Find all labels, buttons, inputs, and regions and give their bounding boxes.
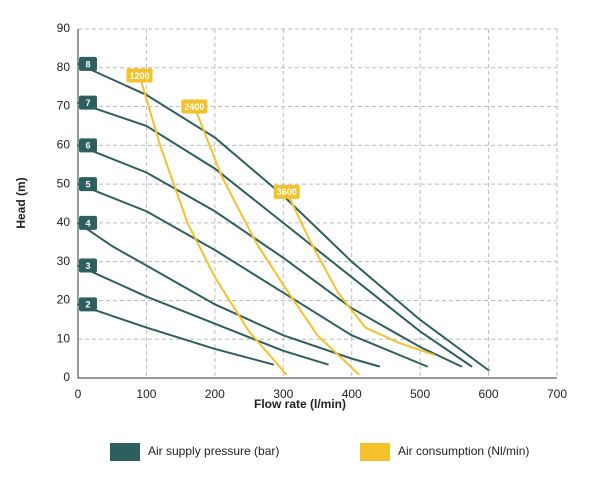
curve [193, 105, 360, 376]
curve-tag-box [273, 184, 300, 199]
curve [77, 101, 473, 368]
curve-tag: 3 [85, 261, 90, 271]
curve-tag: 5 [85, 179, 90, 189]
y-tick-label: 50 [57, 176, 71, 190]
x-tick-label: 600 [479, 387, 499, 401]
y-tick-label: 20 [57, 293, 71, 307]
y-tick-label: 40 [57, 215, 71, 229]
curve-tag: 8 [85, 59, 90, 69]
y-tick-label: 30 [57, 254, 71, 268]
curve-tag: 3600 [277, 187, 297, 197]
x-tick-label: 100 [136, 387, 156, 401]
curve-tag: 2 [85, 300, 90, 310]
legend-swatch [110, 443, 140, 461]
curve-tag-box [79, 56, 97, 71]
curve-tag-box [79, 177, 97, 192]
y-tick-label: 90 [57, 21, 71, 35]
curve [77, 264, 329, 366]
x-tick-label: 500 [410, 387, 430, 401]
curve [77, 183, 428, 368]
curve-tag: 6 [85, 141, 90, 151]
legend-label: Air supply pressure (bar) [148, 444, 279, 458]
curve-tag-box [181, 99, 208, 114]
y-tick-label: 10 [57, 331, 71, 345]
y-tick-label: 60 [57, 138, 71, 152]
x-axis-label: Flow rate (l/min) [254, 397, 346, 411]
y-tick-label: 80 [57, 60, 71, 74]
curve-tag: 7 [85, 98, 90, 108]
curve-tag: 4 [85, 218, 90, 228]
y-tick-label: 70 [57, 99, 71, 113]
curve-tag-box [79, 258, 97, 273]
curve-tag: 1200 [130, 71, 150, 81]
x-tick-label: 300 [273, 387, 293, 401]
curve [77, 221, 381, 368]
curve-tag-box [126, 68, 153, 83]
legend-swatch [360, 443, 390, 461]
y-axis-label: Head (m) [14, 177, 28, 228]
legend-label: Air consumption (Nl/min) [398, 444, 529, 458]
x-tick-label: 700 [547, 387, 567, 401]
curve [285, 190, 435, 356]
curve [138, 74, 288, 376]
x-tick-label: 0 [75, 387, 82, 401]
curve-tag-box [79, 138, 97, 153]
x-tick-label: 200 [205, 387, 225, 401]
curve [77, 303, 275, 366]
curve [77, 144, 463, 368]
curve-tag-box [79, 297, 97, 312]
curve-tag-box [79, 215, 97, 230]
y-tick-label: 0 [63, 370, 70, 384]
curve-tag: 2400 [184, 102, 204, 112]
curve-tag-box [79, 95, 97, 110]
x-tick-label: 400 [342, 387, 362, 401]
